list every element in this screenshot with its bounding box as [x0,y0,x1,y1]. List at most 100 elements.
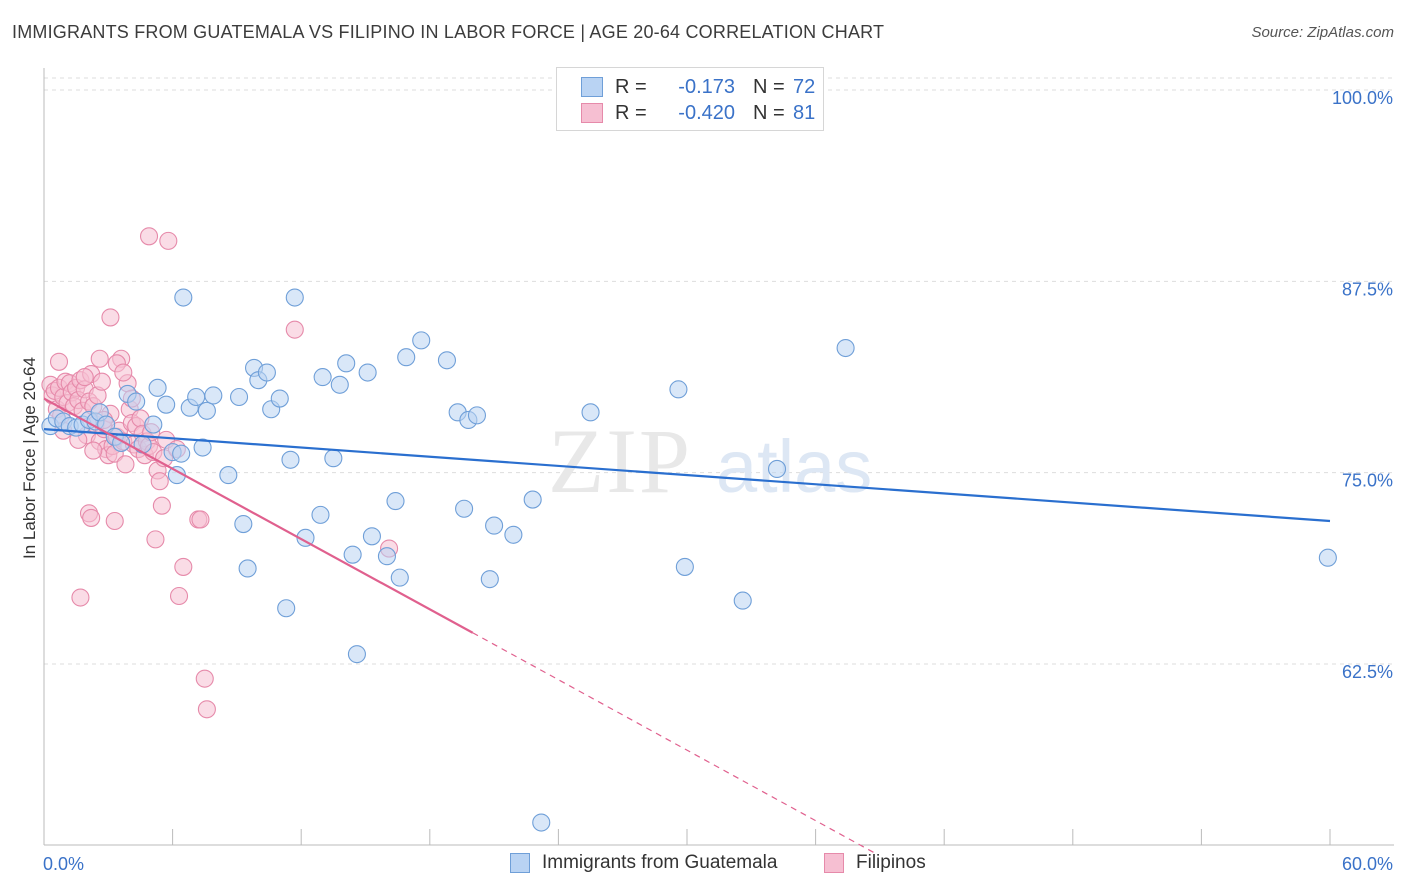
point-guatemala [532,813,551,832]
point-filipinos [159,231,178,250]
correlation-legend: R = -0.173 N = 72 R = -0.420 N = 81 [556,67,824,131]
y-tick-label: 62.5% [1342,662,1393,682]
point-guatemala [144,415,163,434]
point-guatemala [204,386,223,405]
point-guatemala [257,363,276,382]
y-tick-label: 75.0% [1342,471,1393,491]
x-tick-label: 60.0% [1342,854,1393,874]
point-filipinos [195,669,214,688]
watermark: ZIP atlas [548,410,872,512]
point-guatemala [377,547,396,566]
point-filipinos [101,308,120,327]
point-filipinos [90,349,109,368]
axes [43,68,1394,846]
trend-lines [43,397,1331,856]
legend-row-guatemala: R = -0.173 N = 72 [581,75,815,99]
watermark-zip: ZIP [548,410,692,512]
point-filipinos [169,586,189,606]
legend-row-filipinos: R = -0.420 N = 81 [581,101,815,125]
point-guatemala [174,288,193,307]
x-tick-label: 0.0% [43,854,84,874]
point-filipinos [150,472,169,491]
point-guatemala [330,375,349,394]
watermark-atlas: atlas [716,425,872,508]
legend-n-value: 81 [793,101,816,124]
point-guatemala [133,435,152,454]
point-guatemala [193,438,212,457]
legend-r-value: -0.420 [678,101,735,124]
point-filipinos [49,352,69,371]
point-guatemala [358,363,377,382]
point-guatemala [412,331,431,350]
legend-item-guatemala: Immigrants from Guatemala [510,852,777,874]
legend-label-guatemala: Immigrants from Guatemala [542,852,778,873]
y-tick-label: 87.5% [1342,279,1393,299]
point-guatemala [277,599,296,618]
point-guatemala [311,505,330,524]
point-guatemala [343,545,362,564]
chart-title: IMMIGRANTS FROM GUATEMALA VS FILIPINO IN… [12,22,885,42]
point-guatemala [285,288,304,307]
point-filipinos [114,363,133,382]
point-guatemala [836,338,855,358]
point-guatemala [669,380,688,399]
point-filipinos [174,557,193,576]
point-guatemala [324,449,343,468]
legend-item-filipinos: Filipinos [824,852,926,874]
point-guatemala [386,492,405,511]
point-guatemala [1318,548,1337,567]
point-guatemala [347,645,366,664]
legend-r-value: -0.173 [678,75,735,98]
point-guatemala [455,499,474,518]
legend-n-value: 72 [793,75,816,98]
point-guatemala [270,389,289,408]
legend-n-label: N = [753,75,785,98]
point-guatemala [172,444,191,463]
legend-r-label: R = [615,101,647,124]
legend-swatch-blue [581,77,603,97]
point-guatemala [767,459,787,479]
point-guatemala [229,387,249,407]
axis-labels: 62.5% 75.0% 87.5% 100.0% 0.0% 60.0% In Labor F… [20,88,1393,874]
point-filipinos [191,510,210,529]
point-filipinos [84,441,103,460]
legend-swatch-pink [824,853,844,873]
point-filipinos [139,227,159,246]
point-filipinos [197,700,216,719]
point-guatemala [362,527,381,546]
point-guatemala [157,395,176,414]
point-filipinos [146,530,165,549]
point-guatemala [281,450,300,469]
point-guatemala [234,515,253,534]
y-axis-label: In Labor Force | Age 20-64 [20,357,39,559]
point-guatemala [485,516,504,535]
point-filipinos [285,320,304,339]
point-guatemala [581,403,600,422]
point-guatemala [675,557,694,576]
point-filipinos [152,496,171,515]
point-guatemala [337,354,356,373]
trend-line-guatemala [43,428,1331,523]
point-guatemala [187,387,206,407]
legend-r-label: R = [615,75,647,98]
series-legend: Immigrants from Guatemala Filipinos [0,852,1406,878]
legend-swatch-pink [581,103,603,123]
legend-swatch-blue [510,853,530,873]
point-filipinos [71,588,90,607]
legend-label-filipinos: Filipinos [856,852,926,873]
point-guatemala [437,351,456,370]
point-guatemala [523,490,542,509]
point-guatemala [219,466,238,485]
point-guatemala [238,559,257,578]
point-filipinos [92,372,111,391]
trend-line-filipinos [43,397,474,634]
source-label: Source: ZipAtlas.com [1251,24,1394,41]
point-filipinos [105,511,124,531]
point-guatemala [148,378,167,397]
y-tick-label: 100.0% [1332,88,1393,108]
legend-n-label: N = [753,101,785,124]
point-filipinos [82,508,101,527]
point-filipinos [116,455,135,474]
point-guatemala [390,568,409,587]
